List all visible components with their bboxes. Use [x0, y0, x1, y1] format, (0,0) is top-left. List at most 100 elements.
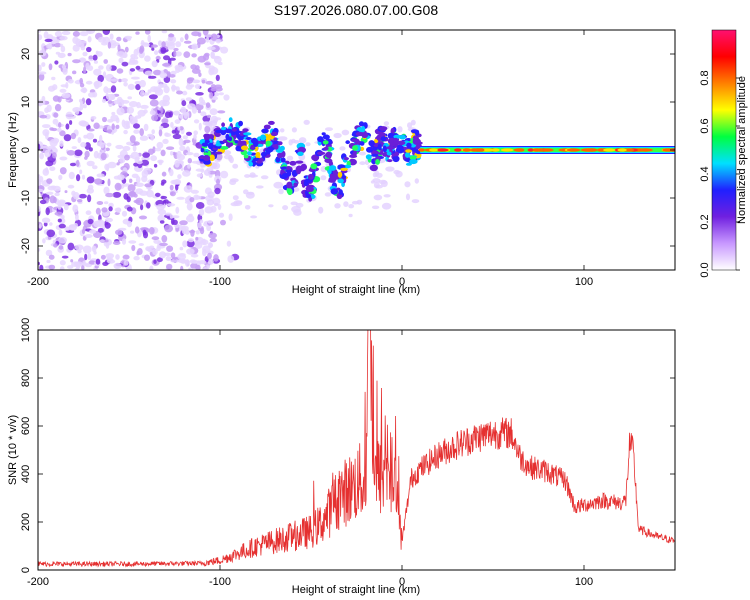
signal-blob — [279, 145, 285, 151]
noise-blob — [141, 175, 148, 183]
colorbar-tick-label: 0.6 — [699, 118, 711, 133]
halo-blob — [375, 184, 383, 189]
noise-blob — [45, 160, 54, 167]
noise-blob — [205, 36, 210, 43]
noise-blob — [38, 188, 44, 193]
signal-blob — [303, 180, 309, 187]
band-peak — [541, 148, 554, 152]
signal-blob — [204, 139, 210, 144]
noise-blob — [59, 167, 67, 175]
noise-blob — [61, 92, 71, 99]
noise-blob — [105, 253, 115, 259]
signal-blob — [365, 154, 372, 160]
signal-blob — [201, 142, 209, 147]
noise-blob — [161, 41, 166, 48]
noise-blob — [135, 84, 141, 91]
noise-blob — [69, 224, 76, 228]
noise-blob — [124, 46, 129, 53]
noise-blob — [92, 247, 97, 253]
noise-blob — [205, 102, 211, 108]
noise-blob — [148, 227, 155, 235]
noise-blob — [186, 131, 192, 136]
noise-blob — [204, 52, 210, 57]
noise-blob — [170, 151, 174, 156]
noise-blob — [48, 63, 53, 71]
noise-blob — [130, 230, 135, 234]
noise-blob — [45, 207, 50, 216]
noise-blob — [194, 84, 201, 89]
signal-blob — [265, 148, 271, 152]
noise-blob — [160, 195, 168, 200]
noise-blob — [106, 257, 114, 262]
noise-blob — [38, 205, 41, 213]
noise-blob — [183, 51, 191, 58]
noise-blob — [71, 190, 76, 196]
halo-blob — [229, 179, 237, 185]
noise-blob — [194, 242, 203, 249]
noise-blob — [84, 234, 93, 238]
noise-blob — [180, 106, 187, 114]
noise-blob — [97, 74, 104, 83]
signal-blob — [277, 141, 283, 146]
noise-blob — [79, 121, 89, 127]
noise-blob — [99, 239, 105, 243]
noise-blob — [124, 154, 130, 161]
signal-blob — [200, 147, 205, 153]
noise-blob — [204, 125, 211, 134]
band-peak — [566, 148, 581, 152]
noise-blob — [104, 222, 111, 229]
signal-blob — [225, 133, 230, 141]
halo-blob — [380, 180, 388, 188]
noise-blob — [116, 207, 122, 213]
signal-blob — [337, 171, 343, 178]
signal-blob — [240, 145, 249, 151]
noise-blob — [157, 40, 163, 47]
signal-blob — [371, 153, 379, 157]
noise-blob — [128, 191, 137, 196]
noise-blob — [48, 264, 56, 270]
noise-blob — [58, 229, 63, 236]
noise-blob — [155, 55, 161, 61]
noise-blob — [202, 238, 206, 245]
noise-blob — [148, 94, 158, 100]
noise-blob — [173, 110, 180, 116]
halo-blob — [203, 169, 211, 176]
halo-blob — [404, 181, 411, 188]
noise-blob — [194, 103, 204, 111]
signal-blob — [406, 142, 412, 149]
noise-blob — [63, 134, 72, 142]
halo-blob — [303, 119, 310, 125]
signal-blob — [260, 151, 267, 157]
noise-blob — [191, 31, 201, 37]
noise-blob — [148, 148, 154, 155]
noise-blob — [196, 173, 203, 178]
noise-blob — [162, 138, 169, 144]
noise-blob — [175, 41, 182, 48]
noise-blob — [178, 138, 184, 147]
noise-blob — [54, 211, 63, 216]
noise-blob — [153, 259, 157, 264]
noise-blob — [120, 100, 130, 104]
noise-blob — [177, 259, 187, 263]
noise-blob — [127, 83, 135, 90]
noise-blob — [140, 204, 144, 211]
halo-blob — [385, 166, 395, 172]
noise-blob — [102, 36, 111, 44]
noise-blob — [151, 114, 159, 122]
noise-blob — [185, 97, 193, 101]
noise-blob — [116, 68, 124, 74]
noise-blob — [168, 33, 175, 38]
noise-blob — [209, 91, 214, 99]
noise-blob — [182, 240, 188, 248]
snr-ytick-label: 400 — [20, 465, 32, 483]
signal-blob — [286, 166, 291, 170]
noise-blob — [47, 42, 53, 50]
signal-blob — [274, 143, 279, 150]
snr-ytick-label: 0 — [20, 567, 32, 573]
signal-blob — [280, 157, 286, 163]
signal-blob — [395, 146, 405, 154]
noise-blob — [187, 158, 192, 164]
noise-blob — [159, 220, 165, 224]
noise-blob — [137, 109, 146, 117]
noise-blob — [138, 215, 148, 220]
